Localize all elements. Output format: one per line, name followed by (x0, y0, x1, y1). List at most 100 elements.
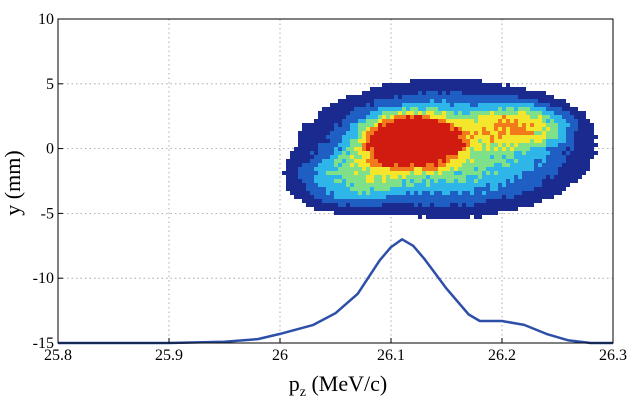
heatmap-cell (390, 139, 394, 143)
heatmap-cell (554, 103, 558, 107)
heatmap-cell (446, 111, 450, 115)
heatmap-cell (454, 99, 458, 103)
heatmap-cell (470, 187, 474, 191)
heatmap-cell (450, 107, 454, 111)
heatmap-cell (522, 119, 526, 123)
heatmap-cell (450, 83, 454, 87)
heatmap-cell (358, 107, 362, 111)
heatmap-cell (430, 99, 434, 103)
heatmap-cell (338, 163, 342, 167)
heatmap-cell (330, 171, 334, 175)
heatmap-cell (474, 83, 478, 87)
heatmap-cell (486, 159, 490, 163)
heatmap-cell (442, 79, 446, 83)
heatmap-cell (586, 131, 590, 135)
heatmap-cell (294, 163, 298, 167)
heatmap-cell (438, 107, 442, 111)
heatmap-cell (474, 147, 478, 151)
heatmap-cell (486, 179, 490, 183)
heatmap-cell (526, 95, 530, 99)
heatmap-cell (346, 139, 350, 143)
heatmap-cell (554, 183, 558, 187)
heatmap-cell (470, 179, 474, 183)
heatmap-cell (398, 171, 402, 175)
heatmap-cell (518, 143, 522, 147)
heatmap-cell (518, 103, 522, 107)
heatmap-cell (390, 123, 394, 127)
heatmap-cell (578, 131, 582, 135)
heatmap-cell (426, 171, 430, 175)
heatmap-cell (502, 139, 506, 143)
heatmap-cell (478, 111, 482, 115)
heatmap-cell (366, 163, 370, 167)
heatmap-cell (514, 203, 518, 207)
heatmap-cell (558, 171, 562, 175)
heatmap-cell (446, 191, 450, 195)
heatmap-cell (494, 191, 498, 195)
heatmap-cell (410, 187, 414, 191)
heatmap-cell (506, 179, 510, 183)
heatmap-cell (306, 147, 310, 151)
heatmap-cell (322, 191, 326, 195)
heatmap-cell (406, 187, 410, 191)
heatmap-cell (434, 143, 438, 147)
heatmap-cell (354, 127, 358, 131)
heatmap-cell (574, 111, 578, 115)
heatmap-cell (538, 139, 542, 143)
heatmap-cell (406, 147, 410, 151)
heatmap-cell (474, 203, 478, 207)
heatmap-cell (470, 203, 474, 207)
heatmap-cell (374, 147, 378, 151)
heatmap-cell (486, 203, 490, 207)
heatmap-cell (506, 191, 510, 195)
heatmap-cell (522, 179, 526, 183)
heatmap-cell (522, 151, 526, 155)
heatmap-cell (430, 207, 434, 211)
heatmap-cell (486, 115, 490, 119)
heatmap-cell (310, 139, 314, 143)
heatmap-cell (562, 107, 566, 111)
heatmap-cell (462, 211, 466, 215)
heatmap-cell (362, 211, 366, 215)
heatmap-cell (314, 171, 318, 175)
heatmap-cell (486, 99, 490, 103)
heatmap-cell (466, 103, 470, 107)
heatmap-cell (378, 107, 382, 111)
heatmap-cell (358, 139, 362, 143)
heatmap-cell (326, 159, 330, 163)
heatmap-cell (406, 171, 410, 175)
heatmap-cell (450, 99, 454, 103)
heatmap-cell (466, 195, 470, 199)
heatmap-cell (386, 147, 390, 151)
heatmap-cell (550, 187, 554, 191)
heatmap-cell (406, 175, 410, 179)
heatmap-cell (526, 195, 530, 199)
heatmap-cell (314, 199, 318, 203)
heatmap-cell (466, 111, 470, 115)
heatmap-cell (498, 111, 502, 115)
x-axis-label-unit: (MeV/c) (306, 371, 387, 396)
heatmap-cell (530, 115, 534, 119)
heatmap-cell (334, 171, 338, 175)
heatmap-cell (522, 103, 526, 107)
heatmap-cell (522, 159, 526, 163)
heatmap-cell (342, 143, 346, 147)
heatmap-cell (330, 103, 334, 107)
heatmap-cell (298, 171, 302, 175)
heatmap-cell (362, 195, 366, 199)
heatmap-cell (466, 203, 470, 207)
heatmap-cell (322, 203, 326, 207)
heatmap-cell (306, 183, 310, 187)
heatmap-cell (510, 87, 514, 91)
heatmap-cell (342, 139, 346, 143)
heatmap-cell (466, 211, 470, 215)
heatmap-cell (490, 175, 494, 179)
heatmap-cell (490, 207, 494, 211)
heatmap-cell (402, 87, 406, 91)
heatmap-cell (478, 211, 482, 215)
heatmap-cell (374, 171, 378, 175)
y-tick-label: -10 (33, 270, 54, 287)
heatmap-cell (310, 127, 314, 131)
heatmap-cell (318, 203, 322, 207)
